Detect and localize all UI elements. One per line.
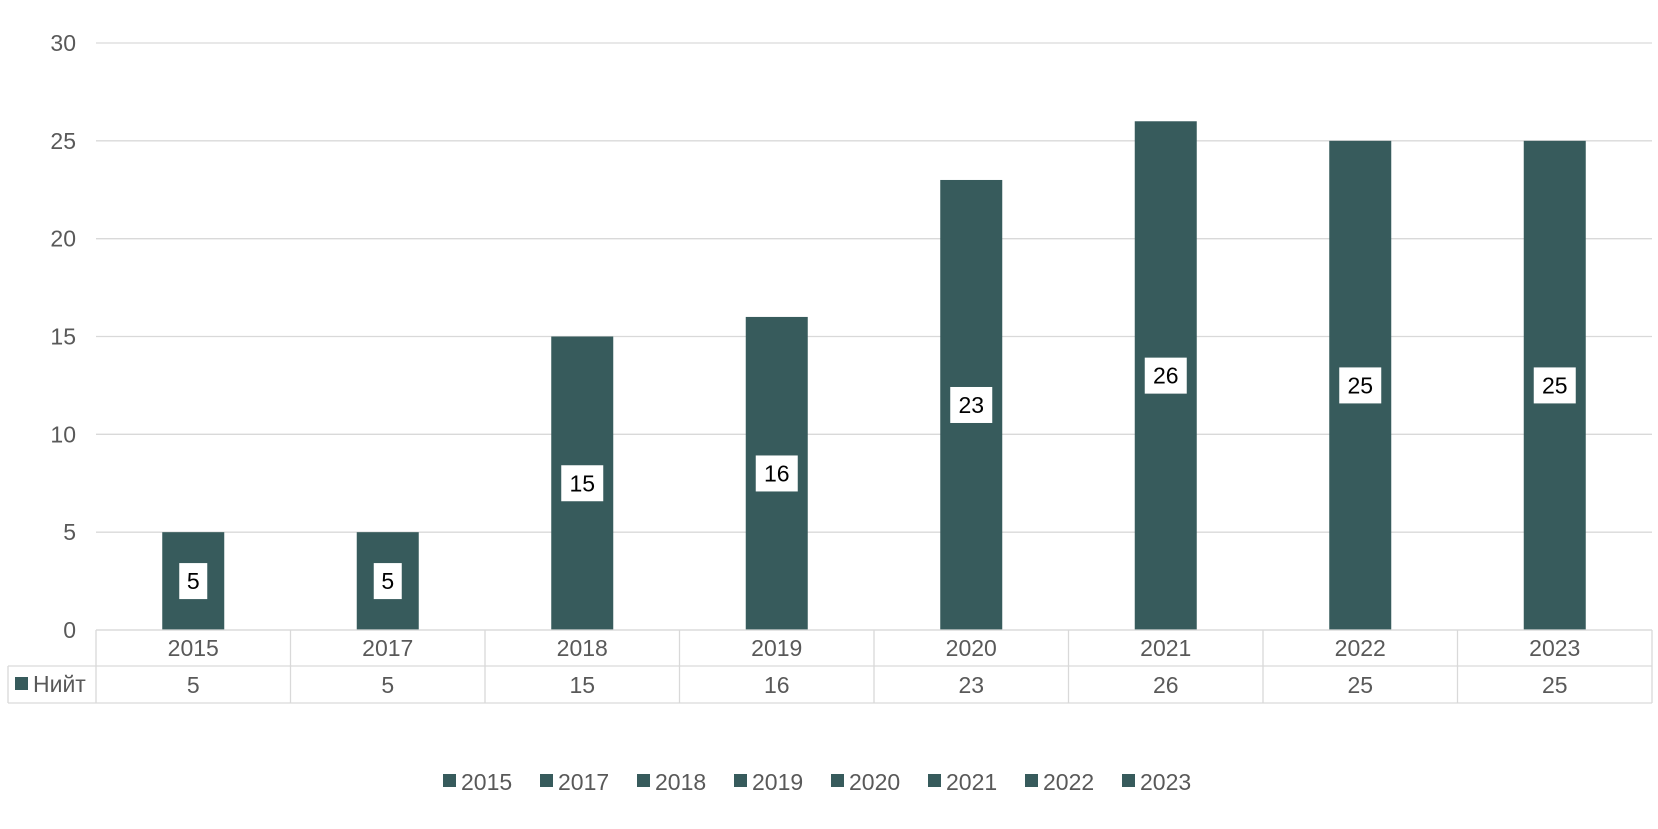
table-header-cell: 2022 xyxy=(1335,635,1386,661)
y-tick-label: 10 xyxy=(50,421,76,447)
series-legend-key xyxy=(15,677,28,690)
table-header-cell: 2019 xyxy=(751,635,802,661)
table-value-cell: 26 xyxy=(1153,672,1179,698)
data-label-box xyxy=(179,563,208,600)
legend-swatch xyxy=(1025,774,1038,787)
y-tick-label: 5 xyxy=(63,519,76,545)
table-header-cell: 2018 xyxy=(557,635,608,661)
y-axis-ticks: 0 5 10 15 20 25 30 xyxy=(50,30,76,643)
y-tick-label: 30 xyxy=(50,30,76,56)
table-header-cell: 2020 xyxy=(946,635,997,661)
table-value-cell: 23 xyxy=(958,672,984,698)
table-value-cell: 5 xyxy=(187,672,200,698)
data-label-box xyxy=(950,386,993,423)
data-label: 15 xyxy=(569,470,595,496)
legend-entry: 2019 xyxy=(752,769,803,795)
data-labels: 5 5 15 16 23 26 25 25 xyxy=(179,357,1576,600)
table-value-cell: 16 xyxy=(764,672,790,698)
gridlines xyxy=(96,42,1652,631)
data-label: 5 xyxy=(187,568,200,594)
legend-swatch xyxy=(734,774,747,787)
table-value-cell: 25 xyxy=(1542,672,1568,698)
data-label: 25 xyxy=(1542,372,1568,398)
data-label: 26 xyxy=(1153,363,1179,389)
legend-entry: 2015 xyxy=(461,769,512,795)
legend-swatch xyxy=(637,774,650,787)
legend-entry: 2018 xyxy=(655,769,706,795)
legend-entry: 2020 xyxy=(849,769,900,795)
y-tick-label: 20 xyxy=(50,226,76,252)
legend: 2015 2017 2018 2019 2020 2021 2022 2023 xyxy=(443,769,1191,795)
y-tick-label: 15 xyxy=(50,324,76,350)
data-label: 5 xyxy=(381,568,394,594)
legend-swatch xyxy=(443,774,456,787)
data-table: 2015 5 2017 5 2018 15 2019 16 2020 23 2021 26 2022 25… xyxy=(7,629,1653,704)
legend-swatch xyxy=(540,774,553,787)
legend-entry: 2022 xyxy=(1043,769,1094,795)
table-value-cell: 15 xyxy=(569,672,595,698)
series-name: Нийт xyxy=(33,671,86,697)
y-tick-label: 25 xyxy=(50,128,76,154)
table-header-cell: 2021 xyxy=(1140,635,1191,661)
legend-entry: 2021 xyxy=(946,769,997,795)
data-label-box xyxy=(561,465,604,502)
data-label: 23 xyxy=(958,392,984,418)
y-tick-label: 0 xyxy=(63,617,76,643)
data-label: 16 xyxy=(764,460,790,486)
table-header-cell: 2017 xyxy=(362,635,413,661)
table-header-cell: 2023 xyxy=(1529,635,1580,661)
data-label-box xyxy=(1339,367,1382,404)
legend-entry: 2023 xyxy=(1140,769,1191,795)
table-value-cell: 5 xyxy=(381,672,394,698)
data-label-box xyxy=(1533,367,1576,404)
data-label: 25 xyxy=(1347,372,1373,398)
data-label-box xyxy=(1144,357,1187,394)
legend-entry: 2017 xyxy=(558,769,609,795)
table-header-cell: 2015 xyxy=(168,635,219,661)
data-label-box xyxy=(755,455,798,492)
table-value-cell: 25 xyxy=(1347,672,1373,698)
data-label-box xyxy=(373,563,402,600)
legend-swatch xyxy=(831,774,844,787)
legend-swatch xyxy=(1122,774,1135,787)
legend-swatch xyxy=(928,774,941,787)
